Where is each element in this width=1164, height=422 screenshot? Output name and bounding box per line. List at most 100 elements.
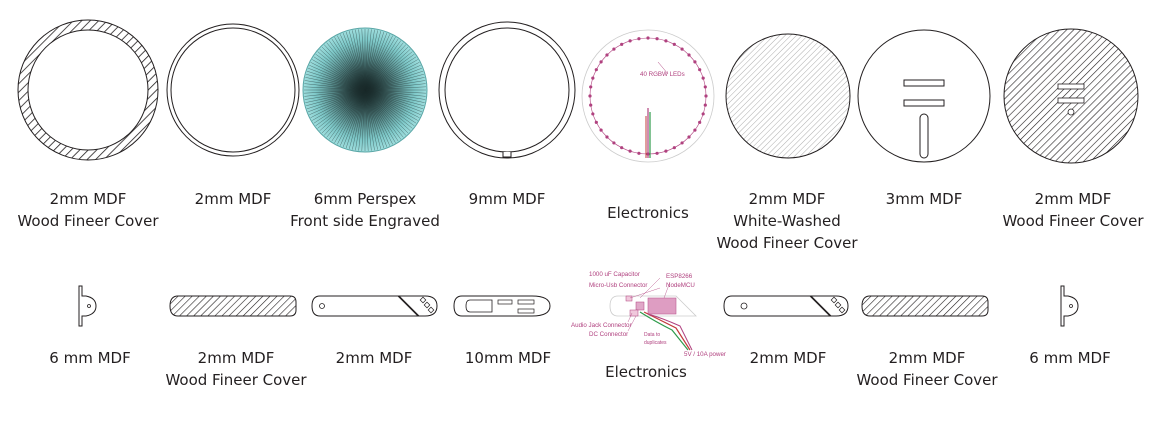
perspex-ray [364,29,369,91]
perspex-ray [304,89,366,94]
bottom-layer-5-electronics-board: 1000 uF Capacitor Micro-Usb Connector ES… [571,271,726,358]
perspex-ray [340,89,366,146]
perspex-ray [355,89,366,151]
perspex-ray [355,29,366,91]
led-dot [594,120,598,124]
led-dot [589,103,593,107]
top-caption-6-line1: 2mm MDF [748,190,826,208]
bottom-caption-3-line1: 2mm MDF [335,349,413,367]
led-dot [605,135,609,139]
led-dot [664,149,668,153]
perspex-ray [364,59,418,91]
perspex-ray [364,89,425,103]
top-caption-6-line2: White-Washed [733,212,841,230]
perspex-ray [364,35,393,91]
perspex-ray [364,32,388,91]
perspex-ray [310,89,366,118]
top-caption-8-line1: 2mm MDF [1034,190,1112,208]
perspex-ray [326,42,366,91]
top-layer-4-9mm-ring [438,21,576,159]
perspex-ray [306,70,366,91]
top-caption-6-line3: Wood Fineer Cover [716,234,858,252]
perspex-ray [364,89,426,100]
bottom-caption-7-line2: Wood Fineer Cover [856,371,998,389]
perspex-ray [364,89,375,151]
led-dot [628,39,632,43]
perspex-ray [317,51,366,91]
perspex-ray [342,89,366,148]
top-caption-5-line1: Electronics [607,204,689,222]
led-dot [612,47,616,51]
perspex-ray [364,65,421,91]
top-caption-8: 2mm MDF Wood Fineer Cover [992,188,1154,232]
perspex-ray [364,89,385,149]
bottom-caption-8-line1: 6 mm MDF [1029,349,1111,367]
top-caption-1-line2: Wood Fineer Cover [17,212,159,230]
perspex-ray [364,37,396,91]
bottom-caption-5-line1: Electronics [605,363,687,381]
perspex-ray [364,44,406,91]
perspex-ray [307,67,366,91]
top-layer-6-whitewashed-disc [725,33,851,159]
perspex-ray [361,29,366,91]
bottom-caption-4: 10mm MDF [438,347,578,369]
led-dot [693,60,697,64]
perspex-ray [304,83,366,91]
perspex-ray [364,67,423,91]
perspex-ray [306,89,366,110]
perspex-ray [364,40,402,91]
bottom-caption-2: 2mm MDF Wood Fineer Cover [156,347,316,391]
top-caption-4-line1: 9mm MDF [468,190,546,208]
led-dot [594,68,598,72]
perspex-ray [334,37,366,91]
perspex-ray [345,31,366,91]
perspex-ray [364,89,404,138]
led-dot [655,151,659,155]
perspex-ray [364,89,381,149]
bottom-caption-3: 2mm MDF [304,347,444,369]
perspex-ray [364,89,426,97]
led-dot [637,37,641,41]
perspex-ray [345,89,366,149]
led-dot [588,94,592,98]
led-dot [680,141,684,145]
data-label-line2: duplicates [644,340,667,346]
top-caption-3: 6mm Perspex Front side Engraved [280,188,450,232]
led-dot [701,112,705,116]
perspex-ray [352,30,366,91]
perspex-ray [304,89,366,100]
top-caption-3-line1: 6mm Perspex [313,190,417,208]
bottom-caption-5: Electronics [576,361,716,383]
led-dot [612,141,616,145]
led-dot [628,149,632,153]
perspex-ray [364,89,390,146]
perspex-ray [305,89,366,103]
perspex-ray [326,89,366,138]
bottom-caption-7: 2mm MDF Wood Fineer Cover [845,347,1009,391]
bottom-caption-7-line1: 2mm MDF [888,349,966,367]
perspex-ray [364,89,402,140]
perspex-ray [364,31,381,91]
bottom-caption-2-line1: 2mm MDF [197,349,275,367]
perspex-ray [317,89,366,129]
perspex-ray [313,56,366,91]
perspex-ray [315,89,366,127]
perspex-ray [310,62,366,91]
led-dot [698,120,702,124]
perspex-ray [358,29,366,91]
perspex-ray [364,89,423,113]
led-dot [687,53,691,57]
perspex-ray [364,38,399,91]
perspex-ray [364,89,396,143]
perspex-ray [349,31,366,91]
perspex-ray [364,89,369,151]
bottom-caption-1: 6 mm MDF [20,347,160,369]
perspex-ray [321,89,366,134]
top-layer-7-3mm-disc [857,29,991,163]
led-dot [591,112,595,116]
led-dot [591,76,595,80]
led-dot [605,53,609,57]
perspex-ray [364,89,378,150]
perspex-ray [349,89,366,149]
